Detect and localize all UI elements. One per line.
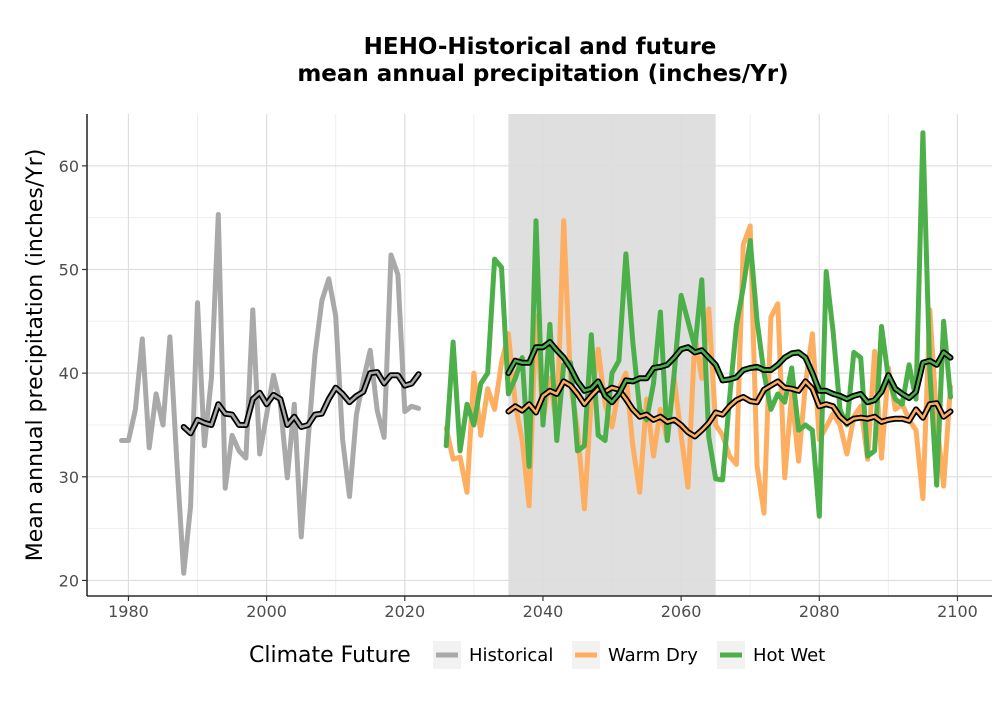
y-tick-label: 60: [59, 157, 79, 176]
x-tick-label: 2080: [799, 602, 840, 621]
legend: Climate Future Historical Warm Dry Hot Wet: [249, 641, 825, 669]
chart-title-line1: HEHO-Historical and future: [364, 34, 717, 60]
plot-area: 1980 2000 2020 2040 2060 2080 2100 20 30 40 50 60: [59, 114, 992, 621]
y-tick-label: 30: [59, 468, 79, 487]
chart-title-line2: mean annual precipitation (inches/Yr): [297, 61, 788, 87]
legend-title: Climate Future: [249, 643, 411, 668]
y-tick-label: 20: [59, 571, 79, 590]
x-tick-label: 2000: [246, 602, 287, 621]
y-tick-label: 50: [59, 260, 79, 279]
x-tick-label: 2060: [661, 602, 702, 621]
y-axis-label: Mean annual precipitation (inches/Yr): [23, 149, 48, 562]
x-tick-label: 2020: [384, 602, 425, 621]
legend-label-historical: Historical: [469, 645, 553, 666]
legend-label-warm_dry: Warm Dry: [608, 645, 698, 666]
x-tick-label: 1980: [108, 602, 149, 621]
x-tick-label: 2040: [523, 602, 564, 621]
legend-label-hot_wet: Hot Wet: [753, 645, 825, 666]
series-line-hot_wet: [443, 130, 953, 519]
series-line-historical: [119, 212, 422, 576]
rolling-line-hot_wet: [507, 340, 952, 404]
x-tick-label: 2100: [937, 602, 978, 621]
rolling-line-warm_dry: [507, 380, 952, 438]
rolling-line-historical: [182, 370, 420, 435]
y-tick-label: 40: [59, 364, 79, 383]
